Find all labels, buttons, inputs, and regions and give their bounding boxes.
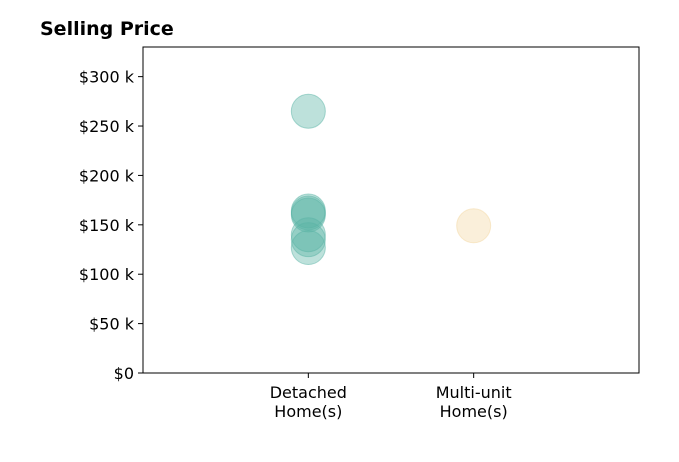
y-tick-label: $300 k (79, 68, 135, 87)
data-point (290, 222, 326, 258)
y-tick-label: $250 k (79, 117, 135, 136)
y-tick-label: $200 k (79, 166, 135, 185)
data-point (290, 195, 326, 231)
data-point (456, 208, 492, 244)
y-tick-label: $100 k (79, 265, 135, 284)
data-point (290, 93, 326, 129)
y-axis: $0 $50 k $100 k $150 k $200 k $250 k $300 k (79, 68, 143, 383)
x-axis: Detached Home(s) Multi-unit Home(s) (270, 373, 512, 421)
chart-title: Selling Price (40, 18, 174, 40)
data-point (290, 217, 326, 253)
x-tick-label: Detached Home(s) (270, 383, 347, 421)
y-tick-label: $50 k (89, 315, 135, 334)
data-point (290, 230, 326, 266)
y-tick-label: $0 (114, 364, 134, 383)
x-tick-label: Multi-unit Home(s) (436, 383, 512, 421)
y-tick-label: $150 k (79, 216, 135, 235)
plot-frame (142, 46, 640, 374)
plot-area (290, 93, 492, 266)
